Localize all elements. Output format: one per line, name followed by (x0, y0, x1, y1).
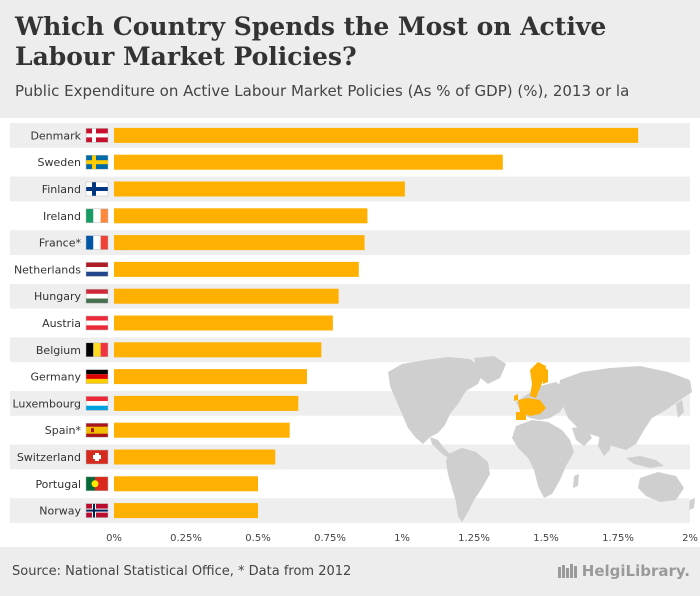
x-tick-label: 1% (394, 533, 410, 544)
flag-be-icon (85, 342, 109, 358)
x-tick-label: 0.25% (170, 533, 202, 544)
map-highlight-finland (542, 366, 548, 384)
category-label: Portugal (35, 478, 81, 491)
row-stripe (10, 444, 690, 470)
category-label: Switzerland (17, 451, 81, 464)
header-band (0, 0, 700, 118)
bar-10 (114, 395, 299, 411)
category-label: Hungary (34, 290, 81, 303)
map-greenland (474, 356, 506, 384)
bar-4 (114, 235, 365, 251)
brand-logo: HelgiLibrary. (557, 562, 690, 580)
category-label: Ireland (43, 210, 81, 223)
bar-1 (114, 154, 503, 170)
row-stripe (10, 498, 690, 523)
category-label: Luxembourg (12, 397, 81, 410)
category-label: Sweden (38, 156, 81, 169)
category-label: Germany (30, 371, 81, 384)
flag-pt-icon (85, 476, 109, 492)
flag-ch-icon (85, 449, 109, 465)
category-label: Spain* (45, 424, 82, 437)
map-japan (676, 400, 684, 418)
x-tick-label: 1.25% (458, 533, 490, 544)
map-south-america (446, 448, 490, 522)
bar-9 (114, 369, 307, 385)
map-new-zealand (689, 498, 695, 510)
category-labels: Denmark Sweden Finland Ireland France* Nether… (12, 129, 81, 517)
row-stripe (10, 283, 690, 309)
map-madagascar (573, 474, 579, 488)
flag-hu-icon (85, 288, 109, 304)
x-tick-label: 0% (106, 533, 122, 544)
bar-6 (114, 288, 339, 304)
flags (85, 128, 109, 518)
bar-chart: Denmark Sweden Finland Ireland France* Nether… (10, 123, 698, 544)
flag-dk-icon (85, 128, 109, 143)
bar-13 (114, 476, 258, 492)
flag-de-icon (85, 369, 109, 384)
flag-fr-icon (85, 235, 109, 250)
map-indonesia (626, 456, 664, 468)
map-africa (512, 420, 574, 498)
bar-3 (114, 208, 368, 224)
flag-lu-icon (85, 396, 109, 411)
bar-11 (114, 422, 290, 438)
bar-7 (114, 315, 333, 331)
bars (114, 127, 639, 519)
flag-at-icon (85, 315, 109, 331)
category-label: France* (39, 237, 82, 250)
row-stripe (10, 337, 690, 363)
chart-title: Which Country Spends the Most on Active … (15, 12, 607, 71)
map-highlight-iberia (516, 412, 526, 420)
x-tick-label: 1.5% (533, 533, 558, 544)
map-australia (638, 472, 684, 502)
bar-2 (114, 181, 405, 197)
brand-name: HelgiLibrary. (581, 562, 690, 580)
map-highlight-ireland (514, 394, 518, 401)
bar-14 (114, 503, 258, 519)
x-axis-ticks: 0% 0.25% 0.5% 0.75% 1% 1.25% 1.5% 1.75% 2% (106, 533, 698, 544)
bar-0 (114, 127, 639, 143)
flag-no-icon (85, 503, 109, 518)
flag-nl-icon (85, 262, 109, 277)
bar-5 (114, 261, 359, 277)
category-label: Denmark (30, 129, 81, 142)
flag-fi-icon (85, 181, 109, 197)
map-highlight-western-europe (518, 398, 546, 416)
category-label: Netherlands (14, 263, 81, 276)
bar-12 (114, 449, 276, 465)
category-label: Belgium (36, 344, 81, 357)
map-highlight-nordics (530, 362, 546, 398)
map-india (598, 434, 612, 456)
x-tick-label: 0.5% (245, 533, 270, 544)
footer-band (0, 547, 700, 596)
map-arabia (572, 426, 592, 446)
world-map (388, 356, 695, 522)
x-tick-label: 2% (682, 533, 698, 544)
map-north-america (388, 357, 484, 444)
chart-subtitle: Public Expenditure on Active Labour Mark… (15, 82, 630, 100)
map-asia (558, 366, 692, 450)
map-central-america (430, 437, 450, 457)
library-icon (557, 564, 577, 578)
category-label: Austria (42, 317, 81, 330)
flag-se-icon (85, 154, 109, 170)
bar-8 (114, 342, 322, 358)
x-tick-label: 1.75% (602, 533, 634, 544)
category-label: Norway (39, 505, 81, 518)
flag-ie-icon (85, 208, 109, 224)
x-tick-label: 0.75% (314, 533, 346, 544)
source-note: Source: National Statistical Office, * D… (12, 564, 352, 579)
category-label: Finland (42, 183, 81, 196)
flag-es-icon (85, 422, 109, 438)
